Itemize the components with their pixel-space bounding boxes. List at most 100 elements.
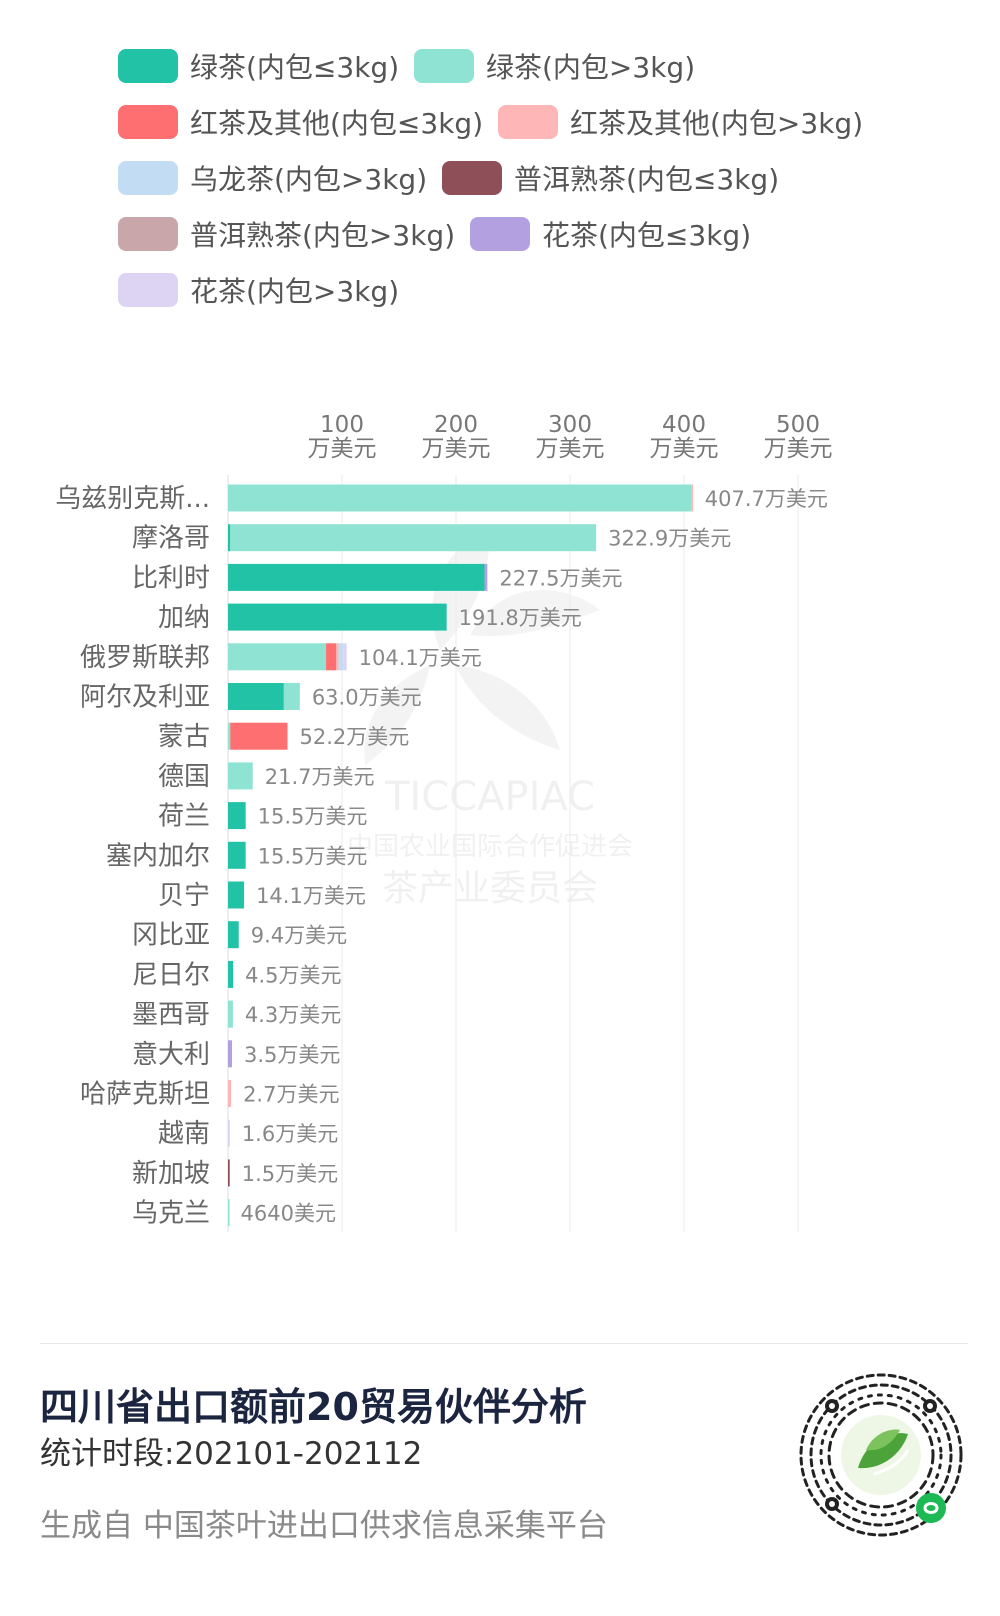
bar-value-label: 14.1万美元: [256, 884, 366, 908]
report-source: 生成自 中国茶叶进出口供求信息采集平台: [40, 1508, 608, 1544]
category-label: 摩洛哥: [132, 524, 210, 554]
x-tick-unit: 万美元: [536, 436, 605, 462]
bar-value-label: 21.7万美元: [265, 765, 375, 789]
x-tick-label: 200: [434, 412, 478, 438]
bar-segment[interactable]: [228, 1080, 232, 1107]
bar-segment[interactable]: [228, 484, 692, 512]
legend-label: 乌龙茶(内包>3kg): [190, 163, 428, 196]
category-label: 德国: [158, 762, 210, 792]
x-tick-label: 500: [776, 412, 820, 438]
bar-value-label: 52.2万美元: [300, 725, 410, 749]
category-label: 阿尔及利亚: [80, 683, 210, 713]
category-label: 尼日尔: [132, 960, 210, 990]
legend-item-green-small[interactable]: 绿茶(内包≤3kg): [118, 46, 399, 86]
bar-segment[interactable]: [228, 722, 231, 750]
legend-item-black-small[interactable]: 红茶及其他(内包≤3kg): [118, 102, 483, 142]
bar-segment[interactable]: [228, 1040, 232, 1068]
x-tick-unit: 万美元: [422, 436, 491, 462]
bar-segment[interactable]: [691, 484, 694, 512]
bar-value-label: 15.5万美元: [258, 844, 368, 868]
legend-swatch: [118, 49, 178, 83]
bar-segment[interactable]: [228, 960, 234, 988]
wechat-mini-program-qr-icon[interactable]: [796, 1370, 966, 1540]
bar-value-label: 9.4万美元: [251, 924, 347, 948]
legend-item-flower-large[interactable]: 花茶(内包>3kg): [118, 270, 399, 310]
bar-value-label: 4.5万美元: [245, 963, 341, 987]
report-title: 四川省出口额前20贸易伙伴分析: [40, 1385, 587, 1429]
category-label: 乌兹别克斯...: [55, 484, 210, 514]
bar-value-label: 15.5万美元: [258, 805, 368, 829]
legend-label: 红茶及其他(内包>3kg): [570, 107, 864, 140]
watermark-latin: TICCAPIAC: [384, 774, 595, 820]
bar-value-label: 227.5万美元: [499, 566, 622, 590]
bar-segment[interactable]: [228, 881, 245, 909]
category-label: 越南: [158, 1119, 210, 1149]
category-label: 蒙古: [158, 722, 210, 752]
legend-swatch: [498, 105, 558, 139]
bar-segment[interactable]: [484, 563, 488, 591]
bar-chart: TICCAPIAC 中国农业国际合作促进会 茶产业委员会 100万美元200万美…: [55, 412, 833, 1232]
bar-segment[interactable]: [228, 524, 231, 552]
x-tick-unit: 万美元: [308, 436, 377, 462]
x-tick-label: 300: [548, 412, 592, 438]
category-label: 哈萨克斯坦: [80, 1080, 210, 1110]
bars: [228, 484, 694, 1227]
bar-segment[interactable]: [228, 643, 327, 671]
category-label: 加纳: [158, 603, 210, 633]
legend-label: 普洱熟茶(内包≤3kg): [514, 163, 780, 196]
bar-segment[interactable]: [228, 802, 246, 830]
bar-value-label: 1.5万美元: [242, 1162, 338, 1186]
report-period: 统计时段:202101-202112: [40, 1436, 423, 1472]
legend-item-flower-small[interactable]: 花茶(内包≤3kg): [470, 214, 751, 254]
category-label: 贝宁: [158, 881, 210, 911]
bar-segment[interactable]: [228, 841, 246, 869]
legend-item-green-large[interactable]: 绿茶(内包>3kg): [414, 46, 695, 86]
category-label: 乌克兰: [132, 1199, 210, 1229]
legend-label: 花茶(内包>3kg): [190, 275, 400, 308]
bar-segment[interactable]: [230, 524, 597, 552]
bar-value-label: 1.6万美元: [242, 1122, 338, 1146]
legend-item-puer-large[interactable]: 普洱熟茶(内包>3kg): [118, 214, 455, 254]
bar-segment[interactable]: [336, 643, 339, 671]
legend-label: 绿茶(内包≤3kg): [190, 51, 400, 84]
bar-segment[interactable]: [228, 603, 447, 631]
bar-segment[interactable]: [283, 683, 300, 710]
bar-segment[interactable]: [338, 643, 344, 671]
bar-segment[interactable]: [326, 643, 337, 671]
x-tick-label: 100: [320, 412, 364, 438]
category-label: 意大利: [132, 1040, 210, 1070]
bar-value-label: 63.0万美元: [312, 686, 422, 710]
legend-label: 绿茶(内包>3kg): [486, 51, 696, 84]
x-tick-unit: 万美元: [764, 436, 833, 462]
bar-segment[interactable]: [228, 563, 485, 591]
x-tick-unit: 万美元: [650, 436, 719, 462]
bar-value-label: 322.9万美元: [608, 527, 731, 551]
watermark-cn2: 茶产业委员会: [382, 868, 598, 909]
bar-value-label: 191.8万美元: [459, 606, 582, 630]
legend-item-puer-small[interactable]: 普洱熟茶(内包≤3kg): [442, 158, 779, 198]
bar-segment[interactable]: [228, 921, 239, 949]
category-label: 荷兰: [158, 802, 210, 832]
bar-segment[interactable]: [228, 762, 253, 790]
legend-label: 红茶及其他(内包≤3kg): [190, 107, 484, 140]
category-label: 比利时: [132, 563, 210, 593]
legend-label: 花茶(内包≤3kg): [542, 219, 752, 252]
legend-swatch: [442, 161, 502, 195]
category-label: 冈比亚: [132, 921, 210, 951]
bar-segment[interactable]: [228, 1159, 230, 1187]
category-label: 俄罗斯联邦: [80, 643, 210, 673]
bar-segment[interactable]: [228, 683, 284, 710]
legend-swatch: [118, 217, 178, 251]
category-label: 新加坡: [132, 1159, 210, 1189]
bar-segment[interactable]: [228, 1000, 233, 1028]
legend-swatch: [118, 273, 178, 307]
bar-segment[interactable]: [228, 1199, 230, 1227]
legend-item-oolong-large[interactable]: 乌龙茶(内包>3kg): [118, 158, 427, 198]
legend-swatch: [470, 217, 530, 251]
bar-segment[interactable]: [230, 722, 288, 750]
bar-segment[interactable]: [343, 643, 347, 671]
bar-segment[interactable]: [228, 1119, 230, 1147]
legend-item-black-large[interactable]: 红茶及其他(内包>3kg): [498, 102, 863, 142]
legend-swatch: [118, 105, 178, 139]
